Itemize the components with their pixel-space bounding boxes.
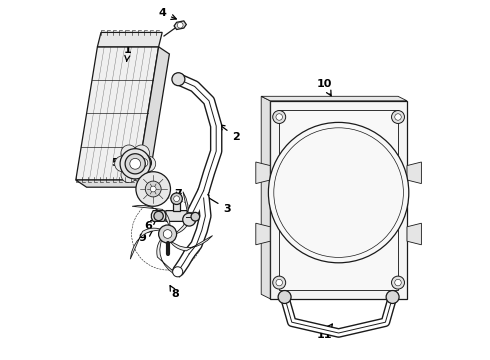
Circle shape <box>177 22 183 28</box>
Circle shape <box>269 122 409 263</box>
Text: 3: 3 <box>203 195 231 214</box>
Polygon shape <box>98 32 162 47</box>
Circle shape <box>145 181 161 197</box>
Polygon shape <box>261 96 270 299</box>
Text: 7: 7 <box>174 189 182 199</box>
Circle shape <box>120 149 150 179</box>
Circle shape <box>125 154 145 174</box>
Circle shape <box>130 158 141 169</box>
Polygon shape <box>173 200 180 211</box>
Polygon shape <box>407 162 421 184</box>
Circle shape <box>276 114 282 120</box>
Text: 10: 10 <box>317 78 332 96</box>
Polygon shape <box>407 223 421 245</box>
Circle shape <box>276 279 282 286</box>
Circle shape <box>134 145 149 161</box>
Circle shape <box>150 186 156 192</box>
Polygon shape <box>256 162 270 184</box>
Circle shape <box>172 73 185 86</box>
Circle shape <box>136 172 171 206</box>
Polygon shape <box>137 47 170 187</box>
Polygon shape <box>261 96 407 101</box>
Polygon shape <box>130 228 162 259</box>
Circle shape <box>183 213 196 226</box>
Circle shape <box>134 167 149 183</box>
Circle shape <box>395 114 401 120</box>
Circle shape <box>392 276 404 289</box>
Circle shape <box>191 212 199 221</box>
Circle shape <box>139 158 148 167</box>
Text: 1: 1 <box>124 45 132 61</box>
Polygon shape <box>170 235 213 251</box>
Circle shape <box>136 155 151 171</box>
Circle shape <box>278 291 291 303</box>
Circle shape <box>159 225 176 243</box>
Text: 5: 5 <box>112 158 125 168</box>
Circle shape <box>121 167 137 183</box>
Text: 11: 11 <box>317 324 332 340</box>
Circle shape <box>172 267 183 277</box>
Circle shape <box>163 230 172 238</box>
Circle shape <box>174 196 179 202</box>
Text: 8: 8 <box>170 285 179 299</box>
Polygon shape <box>157 238 180 277</box>
Circle shape <box>140 156 156 172</box>
Polygon shape <box>270 101 407 299</box>
Polygon shape <box>76 47 159 180</box>
Polygon shape <box>175 192 190 234</box>
Text: 6: 6 <box>144 219 157 231</box>
Circle shape <box>121 145 137 161</box>
Circle shape <box>392 111 404 123</box>
Polygon shape <box>151 211 166 221</box>
Polygon shape <box>279 110 398 290</box>
Text: 2: 2 <box>220 125 240 142</box>
Polygon shape <box>256 223 270 245</box>
Circle shape <box>154 211 163 221</box>
Polygon shape <box>132 206 170 227</box>
Circle shape <box>115 156 130 172</box>
Text: 4: 4 <box>158 8 176 19</box>
Circle shape <box>273 111 286 123</box>
Circle shape <box>395 279 401 286</box>
Text: 9: 9 <box>139 231 152 243</box>
Circle shape <box>273 276 286 289</box>
Polygon shape <box>174 21 186 30</box>
Polygon shape <box>166 211 187 221</box>
Circle shape <box>171 193 182 204</box>
Polygon shape <box>76 180 148 187</box>
Circle shape <box>386 291 399 303</box>
